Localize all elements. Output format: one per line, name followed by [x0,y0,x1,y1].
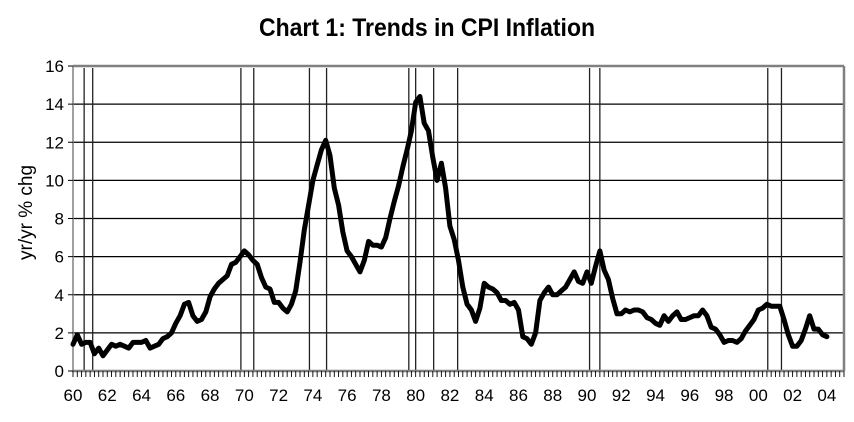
x-tick-label: 76 [338,386,357,405]
y-tick-label: 8 [55,210,64,229]
y-tick-label: 10 [45,171,64,190]
y-tick-label: 2 [55,324,64,343]
y-tick-label: 6 [55,248,64,267]
x-tick-label: 86 [509,386,528,405]
y-tick-label: 16 [45,57,64,76]
x-tick-label: 70 [235,386,254,405]
x-tick-label: 98 [715,386,734,405]
x-tick-label: 02 [783,386,802,405]
x-tick-label: 84 [475,386,494,405]
cpi-inflation-line [70,94,830,359]
x-tick-label: 88 [543,386,562,405]
y-tick-label: 4 [55,286,64,305]
x-axis: 60 62 64 66 68 70 72 74 76 78 80 82 84 86 88 90 92 94 96 98… [64,371,845,405]
x-tick-label: 74 [303,386,322,405]
y-axis: 0 2 4 6 8 10 12 14 16 [45,57,73,381]
gridlines [73,103,844,334]
recession-lines [83,68,783,371]
y-tick-label: 14 [45,95,64,114]
x-tick-label: 78 [372,386,391,405]
x-tick-label: 96 [680,386,699,405]
data-series [70,94,830,359]
x-tick-label: 90 [578,386,597,405]
x-tick-label: 60 [64,386,83,405]
x-tick-label: 82 [440,386,459,405]
y-tick-label: 12 [45,133,64,152]
x-tick-label: 62 [98,386,117,405]
x-tick-label: 94 [646,386,665,405]
x-tick-label: 80 [406,386,425,405]
x-tick-label: 66 [166,386,185,405]
x-tick-label: 92 [612,386,631,405]
chart-title: Chart 1: Trends in CPI Inflation [258,14,596,42]
x-tick-label: 64 [132,386,151,405]
x-tick-label: 68 [201,386,220,405]
x-tick-label: 72 [269,386,288,405]
y-tick-label: 0 [55,362,64,381]
x-tick-label: 04 [817,386,836,405]
x-tick-label: 00 [749,386,768,405]
